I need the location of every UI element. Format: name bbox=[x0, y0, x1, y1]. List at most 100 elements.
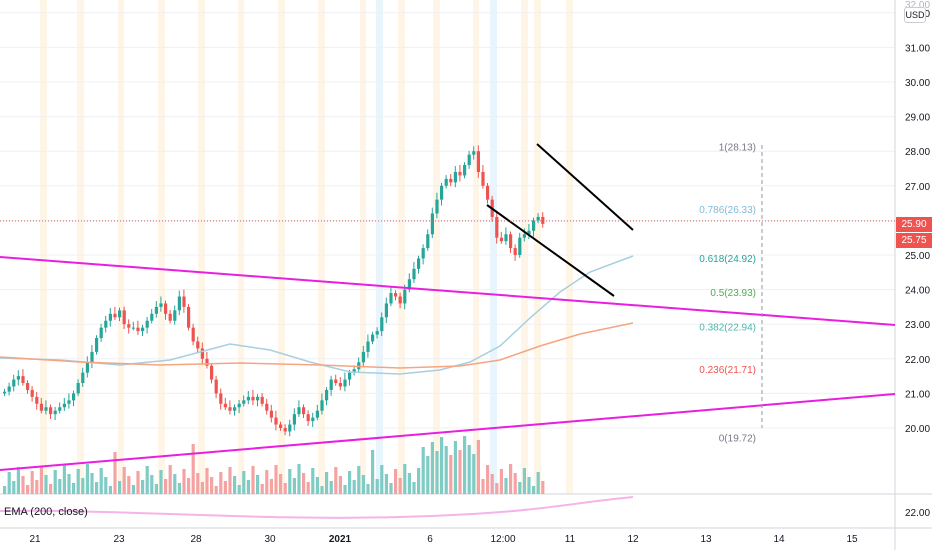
volume-bar bbox=[458, 450, 462, 494]
volume-bar bbox=[210, 477, 214, 494]
candle bbox=[509, 234, 513, 249]
volume-bar bbox=[67, 474, 71, 494]
candle bbox=[62, 403, 66, 408]
volume-bar bbox=[246, 480, 250, 494]
x-axis-tick: 11 bbox=[565, 534, 576, 545]
x-axis-tick: 28 bbox=[190, 534, 202, 545]
x-axis-tick: 12 bbox=[627, 534, 639, 545]
session-stripe bbox=[398, 0, 405, 494]
volume-bar bbox=[472, 454, 476, 494]
volume-bar bbox=[136, 471, 140, 494]
session-stripe bbox=[238, 0, 244, 494]
candle bbox=[246, 396, 250, 401]
candle bbox=[76, 383, 80, 394]
candle bbox=[21, 376, 25, 384]
volume-bar bbox=[338, 476, 342, 494]
candle bbox=[256, 396, 260, 401]
volume-bar bbox=[426, 456, 430, 494]
candle bbox=[283, 428, 287, 432]
session-stripe bbox=[566, 0, 573, 494]
volume-bar bbox=[449, 455, 453, 494]
candle bbox=[177, 296, 181, 311]
volume-bar bbox=[177, 483, 181, 494]
session-stripe bbox=[158, 0, 165, 494]
volume-bar bbox=[306, 482, 310, 494]
candle bbox=[338, 383, 342, 387]
y-axis-tick: 25.00 bbox=[905, 251, 930, 262]
candle bbox=[361, 351, 365, 363]
candle bbox=[150, 313, 154, 321]
candle bbox=[403, 289, 407, 304]
candle bbox=[3, 391, 7, 394]
volume-bar bbox=[58, 479, 62, 494]
volume-bar bbox=[486, 465, 490, 494]
y-axis-tick: 30.00 bbox=[905, 78, 930, 89]
candle bbox=[191, 327, 195, 342]
candle bbox=[306, 414, 310, 422]
x-axis-tick: 2021 bbox=[329, 534, 352, 545]
volume-bar bbox=[417, 468, 421, 494]
candle bbox=[205, 358, 209, 366]
x-axis-tick: 12:00 bbox=[490, 534, 515, 545]
candle bbox=[371, 334, 375, 342]
volume-bar bbox=[127, 476, 131, 494]
candle bbox=[122, 310, 126, 325]
candle bbox=[292, 414, 296, 425]
volume-bar bbox=[532, 486, 536, 494]
candle bbox=[541, 216, 545, 224]
volume-bar bbox=[398, 478, 402, 494]
volume-bar bbox=[62, 465, 66, 494]
volume-bar bbox=[90, 473, 94, 494]
volume-bar bbox=[536, 472, 540, 494]
volume-bar bbox=[182, 469, 186, 494]
volume-bar bbox=[131, 485, 135, 494]
candle bbox=[251, 396, 255, 401]
candle bbox=[458, 171, 462, 176]
candle bbox=[380, 317, 384, 332]
candle bbox=[39, 403, 43, 411]
currency-button[interactable]: USD bbox=[904, 7, 926, 23]
volume-bar bbox=[311, 468, 315, 494]
candle bbox=[223, 403, 227, 408]
candle bbox=[384, 303, 388, 318]
volume-bar bbox=[513, 473, 517, 494]
candle bbox=[315, 410, 319, 418]
x-axis-tick: 14 bbox=[773, 534, 785, 545]
volume-bar bbox=[30, 471, 34, 494]
volume-bar bbox=[435, 451, 439, 494]
ema-fast-line bbox=[0, 255, 634, 375]
volume-bar bbox=[407, 473, 411, 494]
volume-bar bbox=[85, 464, 89, 494]
volume-bar bbox=[81, 478, 85, 494]
candle bbox=[499, 237, 503, 242]
volume-bar bbox=[366, 484, 370, 494]
volume-bar bbox=[421, 447, 425, 494]
candle bbox=[412, 268, 416, 280]
volume-bar bbox=[394, 469, 398, 494]
candle bbox=[518, 237, 522, 255]
volume-bar bbox=[265, 470, 269, 494]
volume-bar bbox=[49, 484, 53, 494]
candle bbox=[389, 293, 393, 304]
volume-bar bbox=[95, 482, 99, 494]
candle bbox=[495, 216, 499, 238]
candle bbox=[173, 310, 177, 321]
volume-bar bbox=[348, 471, 352, 494]
candle bbox=[444, 178, 448, 186]
volume-bar bbox=[292, 478, 296, 494]
volume-bar bbox=[274, 465, 278, 494]
volume-bar bbox=[205, 468, 209, 494]
volume-bar bbox=[76, 469, 80, 494]
volume-bar bbox=[297, 464, 301, 494]
volume-bar bbox=[504, 478, 508, 494]
fib-level-label: 0.382(22.94) bbox=[699, 322, 756, 333]
volume-bar bbox=[72, 483, 76, 494]
x-axis-tick: 13 bbox=[700, 534, 712, 545]
volume-bar bbox=[412, 482, 416, 494]
candle bbox=[118, 310, 122, 318]
volume-bar bbox=[35, 480, 39, 494]
candle bbox=[476, 151, 480, 172]
volume-bar bbox=[154, 484, 158, 494]
